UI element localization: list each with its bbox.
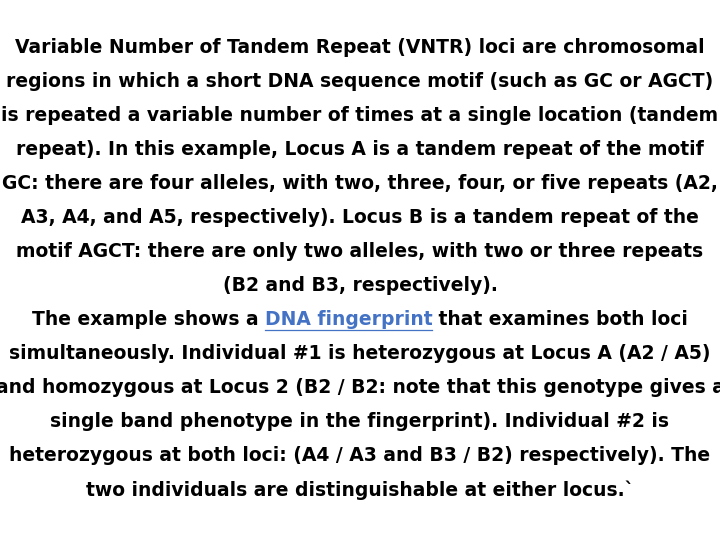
Text: regions in which a short DNA sequence motif (such as GC or AGCT): regions in which a short DNA sequence mo… xyxy=(6,72,714,91)
Text: simultaneously. Individual #1 is heterozygous at Locus A (A2 / A5): simultaneously. Individual #1 is heteroz… xyxy=(9,344,711,363)
Text: that examines both loci: that examines both loci xyxy=(433,310,688,329)
Text: repeat). In this example, Locus A is a tandem repeat of the motif: repeat). In this example, Locus A is a t… xyxy=(16,140,704,159)
Text: The example shows a: The example shows a xyxy=(32,310,265,329)
Text: GC: there are four alleles, with two, three, four, or five repeats (A2,: GC: there are four alleles, with two, th… xyxy=(2,174,718,193)
Text: and homozygous at Locus 2 (B2 / B2: note that this genotype gives a: and homozygous at Locus 2 (B2 / B2: note… xyxy=(0,378,720,397)
Text: DNA fingerprint: DNA fingerprint xyxy=(265,310,433,329)
Text: heterozygous at both loci: (A4 / A3 and B3 / B2) respectively). The: heterozygous at both loci: (A4 / A3 and … xyxy=(9,446,711,465)
Text: (B2 and B3, respectively).: (B2 and B3, respectively). xyxy=(222,276,498,295)
Text: A3, A4, and A5, respectively). Locus B is a tandem repeat of the: A3, A4, and A5, respectively). Locus B i… xyxy=(21,208,699,227)
Text: two individuals are distinguishable at either locus.`: two individuals are distinguishable at e… xyxy=(86,480,634,500)
Text: single band phenotype in the fingerprint). Individual #2 is: single band phenotype in the fingerprint… xyxy=(50,412,670,431)
Text: is repeated a variable number of times at a single location (tandem: is repeated a variable number of times a… xyxy=(1,106,719,125)
Text: Variable Number of Tandem Repeat (VNTR) loci are chromosomal: Variable Number of Tandem Repeat (VNTR) … xyxy=(15,38,705,57)
Text: motif AGCT: there are only two alleles, with two or three repeats: motif AGCT: there are only two alleles, … xyxy=(17,242,703,261)
